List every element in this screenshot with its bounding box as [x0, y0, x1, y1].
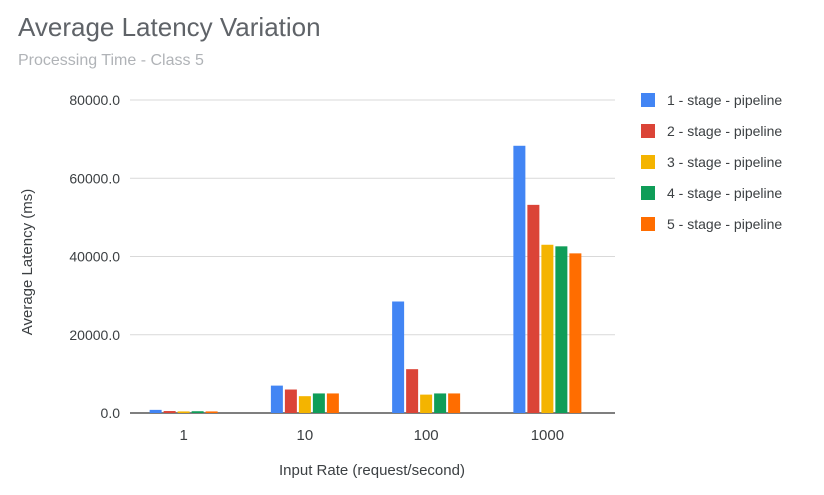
bar-4-stage-pipeline-1000 — [555, 246, 568, 413]
bar-1-stage-pipeline-100 — [392, 301, 405, 413]
x-tick-label: 1000 — [531, 427, 564, 444]
legend-entry: 5 - stage - pipeline — [667, 216, 782, 232]
bar-2-stage-pipeline-10 — [284, 389, 297, 413]
legend-swatch — [641, 217, 655, 231]
chart-subtitle: Processing Time - Class 5 — [18, 52, 204, 69]
bars — [149, 145, 582, 413]
bar-2-stage-pipeline-1000 — [527, 204, 540, 413]
x-axis-ticks: 1 10 100 1000 — [179, 427, 564, 444]
bar-4-stage-pipeline-100 — [434, 393, 447, 413]
bar-3-stage-pipeline-10 — [298, 396, 311, 413]
bar-4-stage-pipeline-1 — [191, 411, 204, 413]
y-tick-label: 40000.0 — [69, 249, 120, 265]
bar-5-stage-pipeline-1000 — [569, 253, 582, 413]
bar-1-stage-pipeline-1000 — [513, 145, 526, 413]
bar-2-stage-pipeline-100 — [406, 369, 419, 413]
y-tick-label: 0.0 — [101, 405, 121, 421]
chart-title: Average Latency Variation — [18, 12, 321, 42]
bar-5-stage-pipeline-100 — [448, 393, 461, 413]
y-tick-label: 60000.0 — [69, 170, 120, 186]
y-tick-label: 80000.0 — [69, 92, 120, 108]
bar-4-stage-pipeline-10 — [312, 393, 325, 413]
legend-entry: 4 - stage - pipeline — [667, 185, 782, 201]
x-axis-label: Input Rate (request/second) — [279, 462, 465, 479]
legend-swatch — [641, 93, 655, 107]
x-tick-label: 100 — [414, 427, 439, 444]
y-axis-ticks: 0.0 20000.0 40000.0 60000.0 80000.0 — [69, 92, 120, 421]
bar-3-stage-pipeline-100 — [420, 394, 433, 413]
legend-entry: 1 - stage - pipeline — [667, 92, 782, 108]
bar-1-stage-pipeline-10 — [270, 385, 283, 413]
bar-3-stage-pipeline-1000 — [541, 244, 554, 413]
legend-entry: 2 - stage - pipeline — [667, 123, 782, 139]
legend-swatch — [641, 155, 655, 169]
y-axis-label: Average Latency (ms) — [19, 189, 36, 335]
x-tick-label: 1 — [179, 427, 187, 444]
bar-5-stage-pipeline-10 — [326, 393, 339, 413]
bar-5-stage-pipeline-1 — [205, 411, 218, 413]
legend-swatch — [641, 124, 655, 138]
legend: 1 - stage - pipeline 2 - stage - pipeline… — [641, 92, 782, 232]
bar-3-stage-pipeline-1 — [177, 411, 190, 413]
legend-swatch — [641, 186, 655, 200]
y-tick-label: 20000.0 — [69, 327, 120, 343]
bar-2-stage-pipeline-1 — [163, 411, 176, 413]
legend-entry: 3 - stage - pipeline — [667, 154, 782, 170]
bar-1-stage-pipeline-1 — [149, 409, 162, 413]
x-tick-label: 10 — [297, 427, 314, 444]
